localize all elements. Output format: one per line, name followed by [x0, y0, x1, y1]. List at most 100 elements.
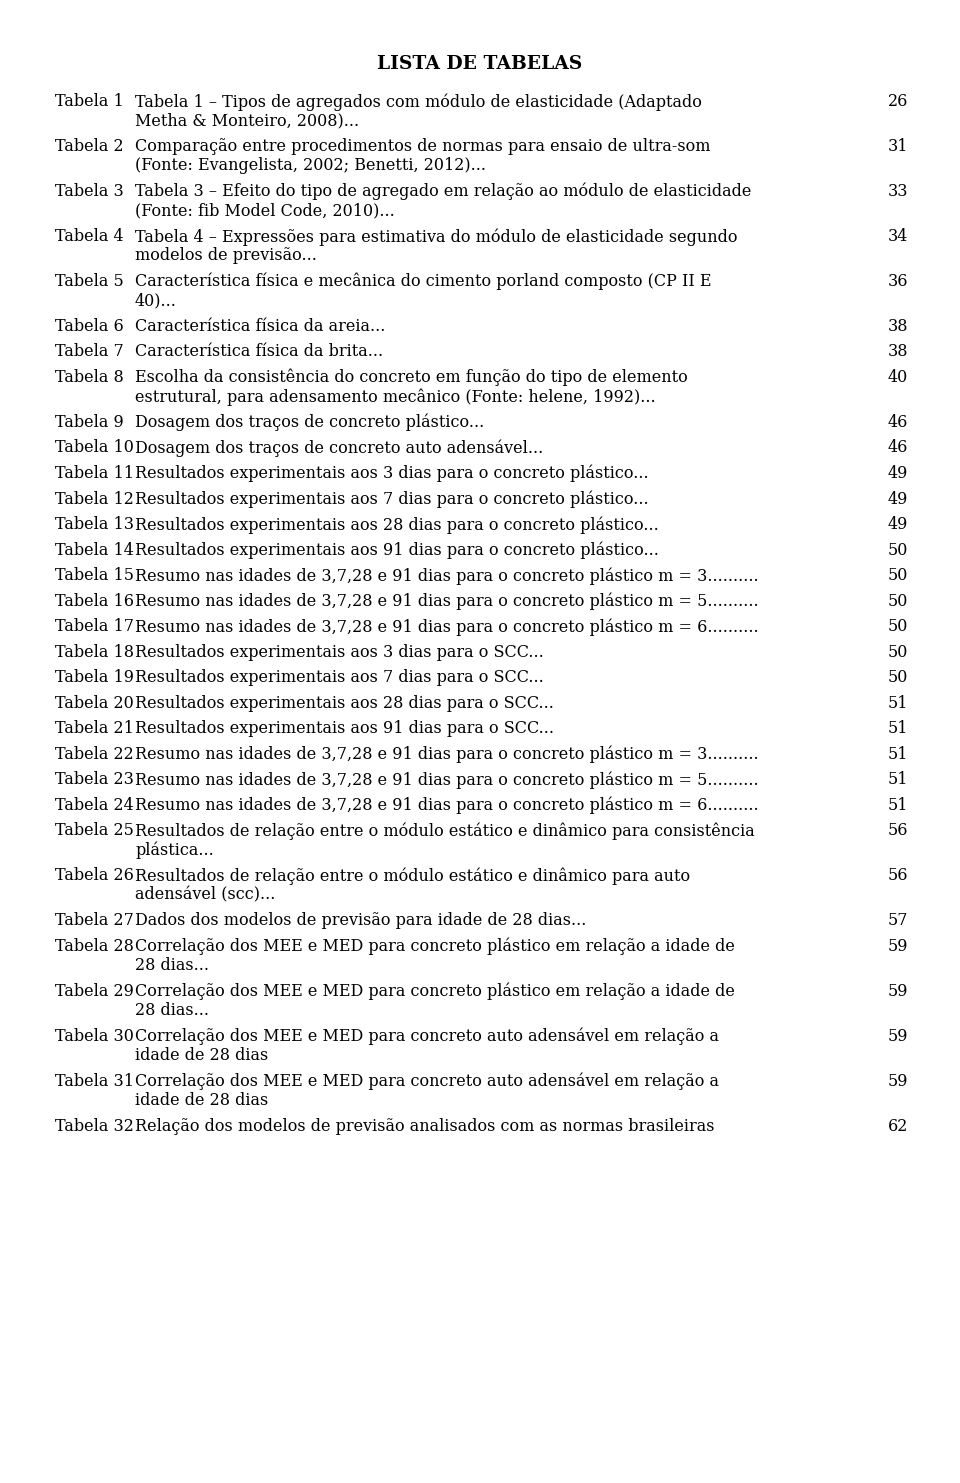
Text: 38: 38: [887, 317, 908, 335]
Text: 59: 59: [887, 1072, 908, 1090]
Text: 40)...: 40)...: [135, 292, 177, 310]
Text: Resultados experimentais aos 28 dias para o SCC...: Resultados experimentais aos 28 dias par…: [135, 694, 554, 712]
Text: Resultados de relação entre o módulo estático e dinâmico para consistência: Resultados de relação entre o módulo est…: [135, 822, 755, 839]
Text: Tabela 31: Tabela 31: [55, 1072, 134, 1090]
Text: 51: 51: [887, 721, 908, 737]
Text: Resultados de relação entre o módulo estático e dinâmico para auto: Resultados de relação entre o módulo est…: [135, 868, 690, 884]
Text: Correlação dos MEE e MED para concreto plástico em relação a idade de: Correlação dos MEE e MED para concreto p…: [135, 937, 734, 955]
Text: Tabela 27: Tabela 27: [55, 912, 133, 928]
Text: Escolha da consistência do concreto em função do tipo de elemento: Escolha da consistência do concreto em f…: [135, 369, 687, 387]
Text: LISTA DE TABELAS: LISTA DE TABELAS: [377, 55, 583, 73]
Text: Tabela 22: Tabela 22: [55, 746, 133, 762]
Text: Resultados experimentais aos 28 dias para o concreto plástico...: Resultados experimentais aos 28 dias par…: [135, 516, 659, 534]
Text: Característica física da brita...: Característica física da brita...: [135, 344, 383, 360]
Text: Tabela 2: Tabela 2: [55, 138, 124, 156]
Text: Resumo nas idades de 3,7,28 e 91 dias para o concreto plástico m = 5..........: Resumo nas idades de 3,7,28 e 91 dias pa…: [135, 771, 758, 789]
Text: Metha & Monteiro, 2008)...: Metha & Monteiro, 2008)...: [135, 113, 359, 129]
Text: 28 dias...: 28 dias...: [135, 1003, 209, 1019]
Text: Tabela 10: Tabela 10: [55, 439, 133, 457]
Text: Tabela 14: Tabela 14: [55, 541, 133, 559]
Text: 33: 33: [887, 182, 908, 200]
Text: Tabela 3: Tabela 3: [55, 182, 124, 200]
Text: Relação dos modelos de previsão analisados com as normas brasileiras: Relação dos modelos de previsão analisad…: [135, 1118, 714, 1134]
Text: 49: 49: [888, 516, 908, 532]
Text: Tabela 1 – Tipos de agregados com módulo de elasticidade (Adaptado: Tabela 1 – Tipos de agregados com módulo…: [135, 93, 702, 111]
Text: 34: 34: [888, 228, 908, 245]
Text: estrutural, para adensamento mecânico (Fonte: helene, 1992)...: estrutural, para adensamento mecânico (F…: [135, 389, 656, 406]
Text: 51: 51: [887, 694, 908, 712]
Text: 50: 50: [888, 618, 908, 635]
Text: Resultados experimentais aos 91 dias para o concreto plástico...: Resultados experimentais aos 91 dias par…: [135, 541, 659, 559]
Text: Resultados experimentais aos 7 dias para o SCC...: Resultados experimentais aos 7 dias para…: [135, 669, 543, 687]
Text: 51: 51: [887, 796, 908, 814]
Text: 40: 40: [888, 369, 908, 386]
Text: Tabela 26: Tabela 26: [55, 868, 133, 884]
Text: 51: 51: [887, 771, 908, 787]
Text: Dosagem dos traços de concreto plástico...: Dosagem dos traços de concreto plástico.…: [135, 414, 484, 432]
Text: 50: 50: [888, 669, 908, 687]
Text: Dosagem dos traços de concreto auto adensável...: Dosagem dos traços de concreto auto aden…: [135, 439, 543, 457]
Text: 57: 57: [887, 912, 908, 928]
Text: Resumo nas idades de 3,7,28 e 91 dias para o concreto plástico m = 5..........: Resumo nas idades de 3,7,28 e 91 dias pa…: [135, 593, 758, 610]
Text: Característica física da areia...: Característica física da areia...: [135, 317, 385, 335]
Text: (Fonte: fib Model Code, 2010)...: (Fonte: fib Model Code, 2010)...: [135, 203, 395, 219]
Text: 56: 56: [887, 822, 908, 839]
Text: Resumo nas idades de 3,7,28 e 91 dias para o concreto plástico m = 6..........: Resumo nas idades de 3,7,28 e 91 dias pa…: [135, 618, 758, 636]
Text: Resultados experimentais aos 7 dias para o concreto plástico...: Resultados experimentais aos 7 dias para…: [135, 491, 649, 509]
Text: Tabela 30: Tabela 30: [55, 1028, 133, 1044]
Text: Tabela 23: Tabela 23: [55, 771, 133, 787]
Text: 50: 50: [888, 644, 908, 660]
Text: 36: 36: [887, 273, 908, 291]
Text: Resultados experimentais aos 91 dias para o SCC...: Resultados experimentais aos 91 dias par…: [135, 721, 554, 737]
Text: Tabela 24: Tabela 24: [55, 796, 133, 814]
Text: idade de 28 dias: idade de 28 dias: [135, 1091, 268, 1109]
Text: Tabela 4: Tabela 4: [55, 228, 124, 245]
Text: Tabela 19: Tabela 19: [55, 669, 134, 687]
Text: 56: 56: [887, 868, 908, 884]
Text: plástica...: plástica...: [135, 841, 214, 859]
Text: 49: 49: [888, 466, 908, 482]
Text: 46: 46: [888, 414, 908, 432]
Text: Tabela 16: Tabela 16: [55, 593, 134, 610]
Text: 26: 26: [888, 93, 908, 110]
Text: Característica física e mecânica do cimento porland composto (CP II E: Característica física e mecânica do cime…: [135, 273, 711, 291]
Text: 49: 49: [888, 491, 908, 507]
Text: modelos de previsão...: modelos de previsão...: [135, 248, 317, 264]
Text: Tabela 6: Tabela 6: [55, 317, 124, 335]
Text: Resumo nas idades de 3,7,28 e 91 dias para o concreto plástico m = 3..........: Resumo nas idades de 3,7,28 e 91 dias pa…: [135, 746, 758, 762]
Text: (Fonte: Evangelista, 2002; Benetti, 2012)...: (Fonte: Evangelista, 2002; Benetti, 2012…: [135, 157, 486, 175]
Text: 59: 59: [887, 1028, 908, 1044]
Text: Correlação dos MEE e MED para concreto plástico em relação a idade de: Correlação dos MEE e MED para concreto p…: [135, 983, 734, 1000]
Text: 62: 62: [888, 1118, 908, 1134]
Text: Tabela 15: Tabela 15: [55, 567, 134, 584]
Text: Tabela 11: Tabela 11: [55, 466, 134, 482]
Text: Resultados experimentais aos 3 dias para o SCC...: Resultados experimentais aos 3 dias para…: [135, 644, 543, 660]
Text: 59: 59: [887, 983, 908, 1000]
Text: Tabela 20: Tabela 20: [55, 694, 133, 712]
Text: Dados dos modelos de previsão para idade de 28 dias...: Dados dos modelos de previsão para idade…: [135, 912, 587, 928]
Text: Tabela 1: Tabela 1: [55, 93, 124, 110]
Text: Tabela 4 – Expressões para estimativa do módulo de elasticidade segundo: Tabela 4 – Expressões para estimativa do…: [135, 228, 737, 246]
Text: Tabela 25: Tabela 25: [55, 822, 133, 839]
Text: 28 dias...: 28 dias...: [135, 957, 209, 974]
Text: Resultados experimentais aos 3 dias para o concreto plástico...: Resultados experimentais aos 3 dias para…: [135, 466, 649, 482]
Text: Tabela 12: Tabela 12: [55, 491, 133, 507]
Text: adensável (scc)...: adensável (scc)...: [135, 887, 276, 903]
Text: 59: 59: [887, 937, 908, 955]
Text: Tabela 18: Tabela 18: [55, 644, 134, 660]
Text: idade de 28 dias: idade de 28 dias: [135, 1047, 268, 1063]
Text: 31: 31: [887, 138, 908, 156]
Text: Tabela 13: Tabela 13: [55, 516, 134, 532]
Text: 51: 51: [887, 746, 908, 762]
Text: Resumo nas idades de 3,7,28 e 91 dias para o concreto plástico m = 6..........: Resumo nas idades de 3,7,28 e 91 dias pa…: [135, 796, 758, 814]
Text: Correlação dos MEE e MED para concreto auto adensável em relação a: Correlação dos MEE e MED para concreto a…: [135, 1028, 719, 1046]
Text: Tabela 28: Tabela 28: [55, 937, 133, 955]
Text: Comparação entre procedimentos de normas para ensaio de ultra-som: Comparação entre procedimentos de normas…: [135, 138, 710, 156]
Text: Tabela 7: Tabela 7: [55, 344, 124, 360]
Text: 50: 50: [888, 541, 908, 559]
Text: Tabela 5: Tabela 5: [55, 273, 124, 291]
Text: Tabela 17: Tabela 17: [55, 618, 134, 635]
Text: Resumo nas idades de 3,7,28 e 91 dias para o concreto plástico m = 3..........: Resumo nas idades de 3,7,28 e 91 dias pa…: [135, 567, 758, 584]
Text: Tabela 9: Tabela 9: [55, 414, 124, 432]
Text: 50: 50: [888, 593, 908, 610]
